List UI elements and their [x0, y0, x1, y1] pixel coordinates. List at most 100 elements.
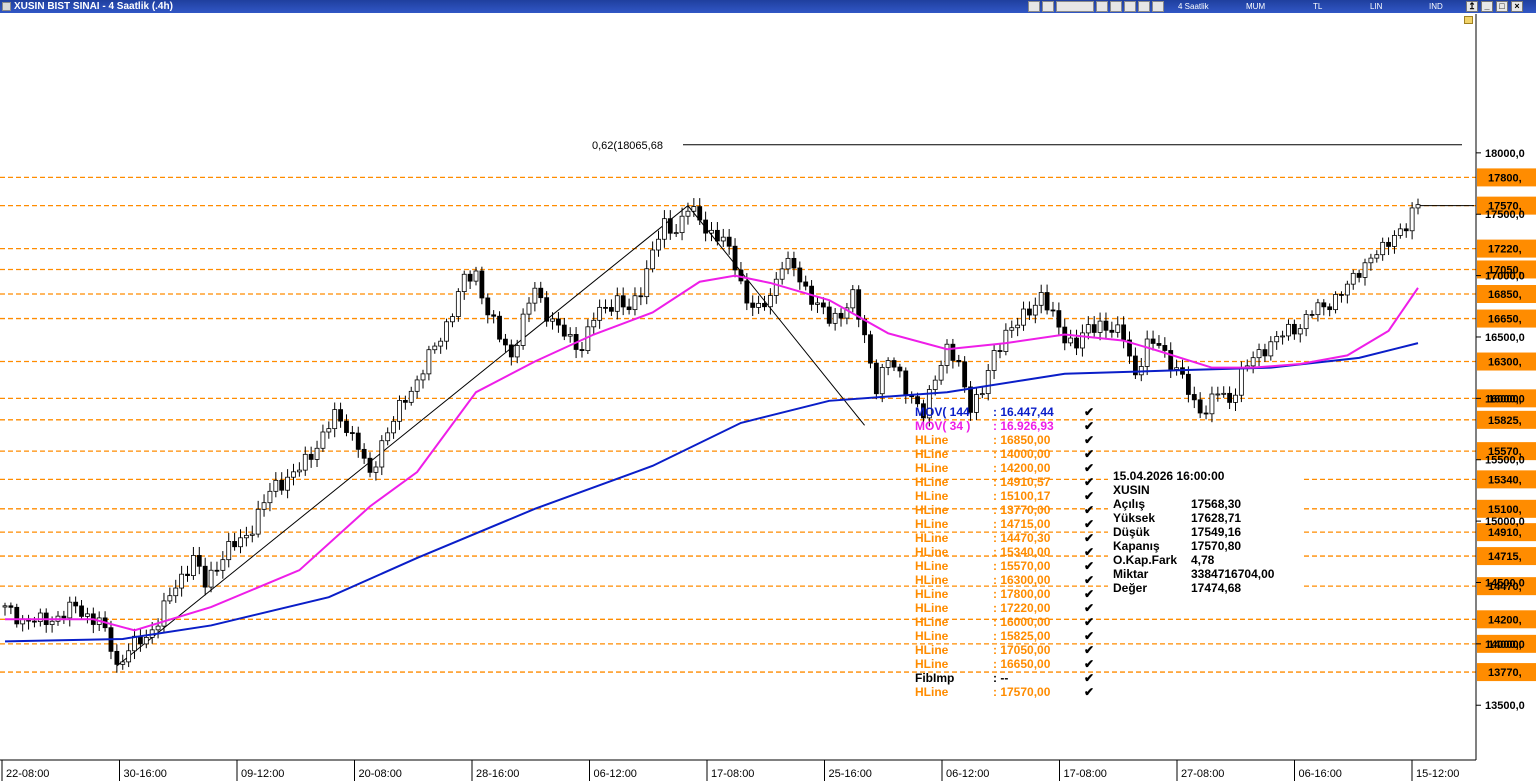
- candle[interactable]: [261, 494, 267, 517]
- maximize-icon[interactable]: □: [1496, 1, 1508, 12]
- candle[interactable]: [238, 529, 243, 554]
- candle[interactable]: [179, 565, 185, 597]
- check-icon[interactable]: ✔: [1084, 657, 1094, 671]
- candle[interactable]: [773, 272, 779, 304]
- candle[interactable]: [73, 596, 79, 614]
- candle[interactable]: [497, 311, 502, 343]
- candle[interactable]: [691, 198, 697, 217]
- candle[interactable]: [1121, 316, 1127, 349]
- candle[interactable]: [185, 565, 190, 582]
- candle[interactable]: [1262, 343, 1268, 362]
- candle[interactable]: [820, 297, 826, 315]
- candle[interactable]: [561, 318, 567, 341]
- candle[interactable]: [1256, 343, 1262, 367]
- toolbar-tools-icon[interactable]: [1138, 1, 1150, 12]
- candle[interactable]: [1209, 386, 1215, 423]
- candle[interactable]: [361, 443, 367, 464]
- candle[interactable]: [220, 551, 226, 579]
- candle[interactable]: [950, 338, 956, 369]
- candle[interactable]: [538, 281, 544, 303]
- candle[interactable]: [897, 363, 903, 378]
- close-icon[interactable]: ×: [1511, 1, 1523, 12]
- ma-line-1[interactable]: [5, 274, 1419, 632]
- candle[interactable]: [979, 387, 985, 399]
- toolbar-chart-icon[interactable]: [1028, 1, 1040, 12]
- candle[interactable]: [1315, 298, 1321, 322]
- candle[interactable]: [567, 327, 573, 343]
- candle[interactable]: [508, 339, 514, 366]
- candle[interactable]: [1392, 230, 1397, 254]
- candle[interactable]: [762, 295, 767, 311]
- candle[interactable]: [391, 416, 396, 439]
- candle[interactable]: [320, 424, 326, 452]
- candle[interactable]: [844, 302, 850, 325]
- candle[interactable]: [26, 614, 31, 630]
- candle[interactable]: [556, 312, 561, 333]
- candle[interactable]: [926, 385, 932, 427]
- candle[interactable]: [944, 339, 950, 374]
- candle[interactable]: [921, 399, 926, 426]
- candle[interactable]: [974, 388, 979, 420]
- candle[interactable]: [785, 251, 791, 275]
- candle[interactable]: [738, 261, 744, 285]
- candle[interactable]: [1297, 324, 1303, 343]
- candle[interactable]: [632, 287, 638, 316]
- candle[interactable]: [285, 469, 291, 499]
- check-icon[interactable]: ✔: [1084, 601, 1094, 615]
- check-icon[interactable]: ✔: [1084, 517, 1094, 531]
- candle[interactable]: [255, 500, 261, 538]
- candle[interactable]: [1409, 202, 1415, 240]
- candle[interactable]: [1150, 330, 1156, 351]
- candle[interactable]: [603, 299, 608, 314]
- candle[interactable]: [1327, 303, 1333, 317]
- candle[interactable]: [438, 337, 444, 354]
- candle[interactable]: [714, 222, 720, 246]
- candle[interactable]: [426, 345, 432, 381]
- toolbar-arrow-icon[interactable]: [1152, 1, 1164, 12]
- candle[interactable]: [1280, 330, 1285, 345]
- candle[interactable]: [1286, 319, 1291, 341]
- candle[interactable]: [1162, 337, 1168, 358]
- candle[interactable]: [1233, 388, 1238, 412]
- candle[interactable]: [638, 287, 644, 306]
- candle[interactable]: [302, 446, 308, 476]
- check-icon[interactable]: ✔: [1084, 545, 1094, 559]
- candle[interactable]: [891, 357, 897, 372]
- candle[interactable]: [1050, 301, 1056, 317]
- candle[interactable]: [620, 287, 626, 316]
- candle[interactable]: [1321, 299, 1327, 316]
- candle[interactable]: [37, 608, 43, 627]
- candle[interactable]: [349, 425, 355, 441]
- candle[interactable]: [1027, 301, 1032, 321]
- candle[interactable]: [1021, 301, 1026, 331]
- candle[interactable]: [597, 299, 603, 329]
- candle[interactable]: [1168, 342, 1174, 378]
- check-icon[interactable]: ✔: [1084, 531, 1094, 545]
- candle[interactable]: [1197, 392, 1203, 419]
- candle[interactable]: [1368, 253, 1374, 271]
- toolbar-search-field[interactable]: [1056, 1, 1094, 12]
- candle[interactable]: [485, 293, 491, 324]
- candle[interactable]: [1127, 331, 1132, 364]
- candle[interactable]: [838, 308, 844, 327]
- candle[interactable]: [473, 266, 479, 286]
- candle[interactable]: [1103, 312, 1109, 339]
- candle[interactable]: [997, 343, 1003, 359]
- candle[interactable]: [697, 198, 703, 225]
- check-icon[interactable]: ✔: [1084, 559, 1094, 573]
- candle[interactable]: [479, 266, 485, 305]
- candle[interactable]: [756, 295, 761, 314]
- candle[interactable]: [444, 318, 449, 350]
- candle[interactable]: [850, 285, 856, 313]
- candle[interactable]: [190, 547, 196, 580]
- candle[interactable]: [1362, 258, 1368, 286]
- check-icon[interactable]: ✔: [1084, 629, 1094, 643]
- check-icon[interactable]: ✔: [1084, 405, 1094, 419]
- candle[interactable]: [609, 299, 614, 316]
- candle[interactable]: [650, 241, 656, 273]
- candle[interactable]: [1091, 316, 1097, 337]
- candle[interactable]: [114, 644, 120, 673]
- candle[interactable]: [1191, 386, 1197, 409]
- check-icon[interactable]: ✔: [1084, 489, 1094, 503]
- toolbar-grid-icon[interactable]: [1096, 1, 1108, 12]
